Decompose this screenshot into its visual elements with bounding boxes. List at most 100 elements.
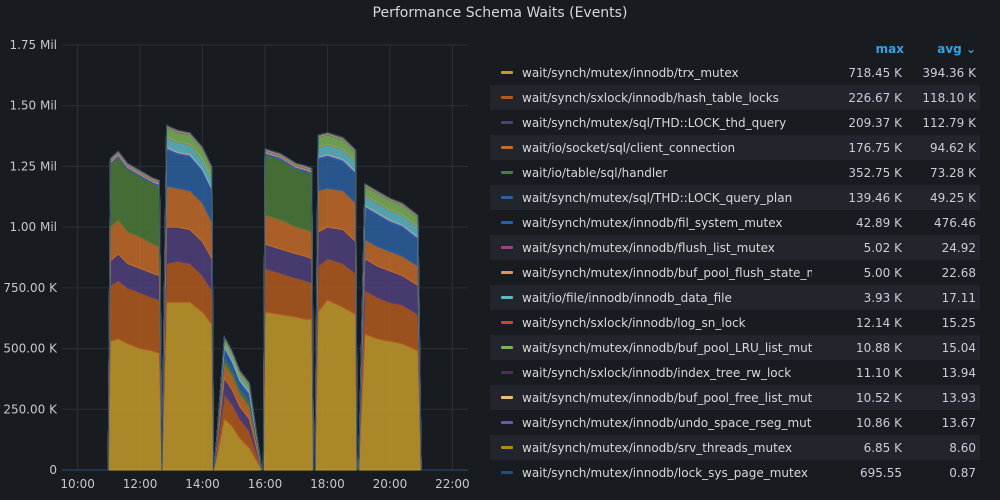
legend-item[interactable]: wait/synch/sxlock/innodb/index_tree_rw_l…	[490, 360, 980, 385]
legend-item[interactable]: wait/synch/mutex/innodb/fil_system_mutex…	[490, 210, 980, 235]
legend-item[interactable]: wait/synch/mutex/innodb/srv_threads_mute…	[490, 435, 980, 460]
legend-series-name: wait/io/file/innodb/innodb_data_file	[522, 290, 732, 305]
legend-avg-value: 0.87	[949, 465, 976, 480]
legend-series-name: wait/synch/mutex/innodb/buf_pool_flush_s…	[522, 265, 812, 280]
legend-avg-value: 394.36 K	[922, 65, 976, 80]
y-tick-label: 1.25 Mil	[9, 159, 57, 173]
y-tick-label: 250.00 K	[3, 402, 58, 416]
legend-item[interactable]: wait/synch/mutex/sql/THD::LOCK_thd_query…	[490, 110, 980, 135]
legend-max-value: 695.55	[860, 465, 902, 480]
x-tick-label: 22:00	[435, 477, 470, 491]
legend-avg-value: 73.28 K	[929, 165, 976, 180]
legend-avg-value: 15.25	[941, 315, 976, 330]
legend-avg-value: 13.93	[941, 390, 976, 405]
legend-max-value: 5.02 K	[863, 240, 902, 255]
y-tick-label: 1.00 Mil	[9, 220, 57, 234]
legend-swatch	[501, 96, 513, 99]
legend-max-value: 5.00 K	[863, 265, 902, 280]
x-tick-label: 18:00	[310, 477, 345, 491]
legend-avg-value: 17.11	[941, 290, 976, 305]
legend-item[interactable]: wait/synch/mutex/innodb/buf_pool_LRU_lis…	[490, 335, 980, 360]
legend-item[interactable]: wait/io/file/innodb/innodb_data_file 3.93…	[490, 285, 980, 310]
chart-legend: wait/synch/mutex/innodb/trx_mutex 718.45 …	[490, 60, 980, 485]
legend-series-name: wait/io/socket/sql/client_connection	[522, 140, 736, 155]
x-tick-label: 20:00	[373, 477, 408, 491]
legend-swatch	[501, 446, 513, 449]
legend-swatch	[501, 71, 513, 74]
legend-swatch	[501, 421, 513, 424]
legend-avg-value: 118.10 K	[922, 90, 976, 105]
legend-avg-value: 49.25 K	[929, 190, 976, 205]
legend-max-header[interactable]: max	[875, 42, 904, 56]
x-tick-label: 16:00	[248, 477, 283, 491]
legend-max-value: 176.75 K	[848, 140, 902, 155]
legend-swatch	[501, 346, 513, 349]
legend-item[interactable]: wait/synch/mutex/innodb/undo_space_rseg_…	[490, 410, 980, 435]
legend-avg-value: 15.04	[941, 340, 976, 355]
legend-max-value: 10.86 K	[855, 415, 902, 430]
legend-series-name: wait/synch/mutex/innodb/srv_threads_mute…	[522, 440, 793, 455]
legend-avg-value: 22.68	[941, 265, 976, 280]
legend-swatch	[501, 246, 513, 249]
x-axis-ticks: 10:00 12:00 14:00 16:00 18:00 20:00 22:00	[60, 477, 469, 491]
legend-item[interactable]: wait/synch/sxlock/innodb/log_sn_lock 12.1…	[490, 310, 980, 335]
legend-avg-value: 112.79 K	[922, 115, 976, 130]
legend-max-value: 11.10 K	[855, 365, 902, 380]
legend-avg-value: 13.94	[941, 365, 976, 380]
legend-item[interactable]: wait/io/table/sql/handler 352.75 K 73.28 K	[490, 160, 980, 185]
legend-max-value: 226.67 K	[848, 90, 902, 105]
legend-max-value: 209.37 K	[848, 115, 902, 130]
x-tick-label: 10:00	[60, 477, 95, 491]
area-series-16	[62, 124, 468, 471]
legend-swatch	[501, 121, 513, 124]
legend-max-value: 3.93 K	[863, 290, 902, 305]
legend-series-name: wait/synch/mutex/innodb/buf_pool_free_li…	[522, 390, 812, 405]
legend-max-value: 352.75 K	[848, 165, 902, 180]
legend-max-value: 42.89 K	[855, 215, 902, 230]
legend-max-value: 10.52 K	[855, 390, 902, 405]
legend-swatch	[501, 196, 513, 199]
y-tick-label: 750.00 K	[3, 281, 58, 295]
legend-series-name: wait/synch/mutex/innodb/lock_sys_page_mu…	[522, 465, 809, 480]
legend-item[interactable]: wait/synch/mutex/innodb/trx_mutex 718.45 …	[490, 60, 980, 85]
legend-swatch	[501, 221, 513, 224]
legend-item[interactable]: wait/synch/mutex/innodb/buf_pool_flush_s…	[490, 260, 980, 285]
legend-series-name: wait/synch/mutex/innodb/flush_list_mutex	[522, 240, 775, 255]
x-tick-label: 14:00	[185, 477, 220, 491]
y-tick-label: 1.75 Mil	[9, 38, 57, 52]
legend-series-name: wait/io/table/sql/handler	[522, 165, 668, 180]
chart-areas	[62, 124, 468, 471]
x-tick-label: 12:00	[123, 477, 158, 491]
stacked-area-chart[interactable]: 0 250.00 K 500.00 K 750.00 K 1.00 Mil 1.25 Mi…	[0, 0, 480, 500]
legend-swatch	[501, 146, 513, 149]
legend-item[interactable]: wait/synch/mutex/innodb/buf_pool_free_li…	[490, 385, 980, 410]
legend-series-name: wait/synch/mutex/innodb/undo_space_rseg_…	[522, 415, 812, 430]
legend-max-value: 6.85 K	[863, 440, 902, 455]
y-tick-label: 500.00 K	[3, 342, 58, 356]
legend-max-value: 10.88 K	[855, 340, 902, 355]
legend-swatch	[501, 396, 513, 399]
legend-swatch	[501, 371, 513, 374]
legend-swatch	[501, 171, 513, 174]
legend-item[interactable]: wait/synch/mutex/sql/THD::LOCK_query_pla…	[490, 185, 980, 210]
y-axis-ticks: 0 250.00 K 500.00 K 750.00 K 1.00 Mil 1.25 Mi…	[3, 38, 58, 477]
legend-series-name: wait/synch/mutex/innodb/fil_system_mutex	[522, 215, 783, 230]
legend-item[interactable]: wait/synch/mutex/innodb/lock_sys_page_mu…	[490, 460, 980, 485]
legend-item[interactable]: wait/io/socket/sql/client_connection 176.…	[490, 135, 980, 160]
legend-swatch	[501, 271, 513, 274]
legend-avg-value: 8.60	[949, 440, 976, 455]
legend-series-name: wait/synch/sxlock/innodb/index_tree_rw_l…	[522, 365, 792, 380]
legend-max-value: 12.14 K	[855, 315, 902, 330]
legend-item[interactable]: wait/synch/mutex/innodb/flush_list_mutex…	[490, 235, 980, 260]
legend-item[interactable]: wait/synch/sxlock/innodb/hash_table_lock…	[490, 85, 980, 110]
legend-avg-value: 94.62 K	[929, 140, 976, 155]
legend-swatch	[501, 471, 513, 474]
legend-swatch	[501, 321, 513, 324]
legend-series-name: wait/synch/mutex/innodb/buf_pool_LRU_lis…	[522, 340, 812, 355]
legend-series-name: wait/synch/mutex/innodb/trx_mutex	[522, 65, 739, 80]
legend-series-name: wait/synch/sxlock/innodb/hash_table_lock…	[522, 90, 779, 105]
legend-max-value: 718.45 K	[848, 65, 902, 80]
legend-avg-value: 13.67	[941, 415, 976, 430]
legend-avg-header[interactable]: avg ⌄	[937, 42, 976, 56]
legend-swatch	[501, 296, 513, 299]
